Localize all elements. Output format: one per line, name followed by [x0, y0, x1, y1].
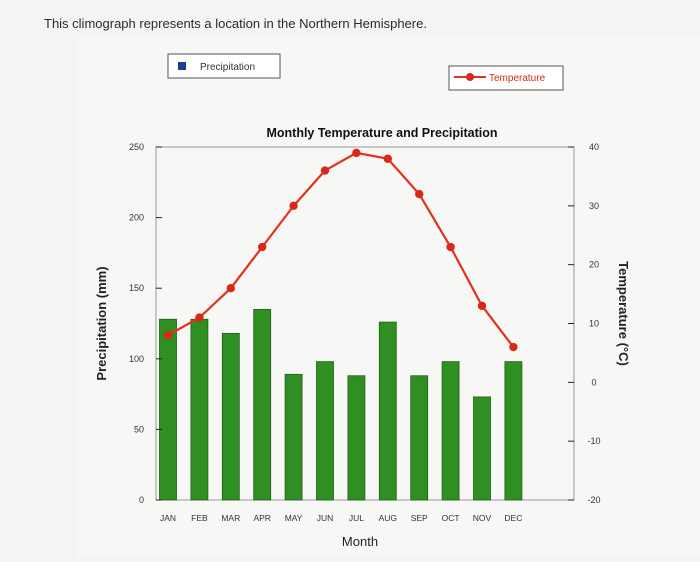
right-tick-label: 20	[589, 260, 599, 270]
left-tick-label: 200	[129, 213, 144, 223]
right-axis-ticks: -20 -10 0 10 20 30 40	[568, 142, 601, 505]
month-label-jan: JAN	[160, 513, 176, 523]
legend-swatch-temperature-point	[466, 73, 474, 81]
precipitation-bar-mar	[221, 332, 240, 501]
month-label-may: MAY	[285, 513, 303, 523]
temperature-point-mar	[226, 284, 235, 293]
precipitation-bar-jan	[159, 318, 177, 501]
month-label-oct: OCT	[442, 513, 460, 523]
temperature-point-aug	[383, 154, 392, 163]
temperature-point-oct	[446, 242, 455, 252]
chart-title: Monthly Temperature and Precipitation	[266, 126, 497, 140]
left-tick-label: 100	[129, 354, 144, 364]
temperature-point-jun	[320, 166, 330, 175]
left-tick-label: 0	[139, 495, 144, 505]
plot-area	[155, 146, 575, 501]
right-tick-label: 30	[589, 201, 599, 211]
left-tick-label: 50	[134, 424, 144, 434]
precipitation-bar-oct	[441, 361, 460, 501]
month-label-aug: AUG	[379, 513, 397, 523]
left-tick-label: 150	[129, 283, 144, 293]
legend-item-temperature: Temperature	[448, 65, 564, 91]
right-tick-label: -10	[587, 436, 600, 446]
right-tick-label: -20	[587, 495, 600, 505]
left-tick-label: 250	[129, 142, 144, 152]
month-label-nov: NOV	[473, 513, 492, 523]
temperature-point-sep	[415, 189, 424, 199]
temperature-point-jan	[163, 331, 173, 340]
precipitation-bar-sep	[410, 375, 429, 501]
temperature-point-feb	[195, 313, 204, 322]
climograph-chart: Precipitation Temperature Monthly Temper…	[94, 53, 631, 549]
precipitation-bar-nov	[473, 396, 491, 501]
precipitation-bar-may	[284, 373, 303, 501]
precipitation-bar-dec	[504, 361, 523, 501]
left-axis-ticks: 0 50 100 150 200 250	[129, 142, 162, 505]
precipitation-bar-jul	[347, 375, 366, 501]
month-label-jul: JUL	[349, 513, 364, 523]
temperature-point-jul	[352, 148, 361, 158]
precipitation-bar-apr	[253, 308, 272, 501]
month-label-mar: MAR	[221, 513, 240, 523]
precipitation-bar-feb	[190, 318, 209, 501]
temperature-line	[167, 151, 515, 348]
legend: Precipitation Temperature	[167, 53, 564, 91]
legend-label-precipitation: Precipitation	[200, 62, 255, 73]
month-label-dec: DEC	[504, 513, 522, 523]
month-label-apr: APR	[253, 513, 270, 523]
precipitation-bar-aug	[378, 321, 397, 501]
left-axis-label: Precipitation (mm)	[94, 266, 109, 380]
precipitation-bar-jun	[316, 361, 334, 501]
legend-swatch-precipitation	[178, 62, 186, 70]
month-label-jun: JUN	[317, 513, 334, 523]
month-label-sep: SEP	[411, 513, 428, 523]
right-tick-label: 40	[589, 142, 599, 152]
question-text: This climograph represents a location in…	[44, 16, 427, 31]
month-axis-label: Month	[342, 534, 378, 549]
legend-item-precipitation: Precipitation	[167, 53, 281, 79]
temperature-point-apr	[258, 242, 267, 252]
temperature-point-nov	[477, 301, 487, 311]
legend-label-temperature: Temperature	[489, 73, 546, 84]
right-tick-label: 0	[591, 377, 596, 387]
temperature-point-dec	[509, 342, 518, 352]
right-tick-label: 10	[589, 319, 599, 329]
right-axis-label: Temperature (°C)	[616, 261, 631, 366]
month-label-feb: FEB	[191, 513, 208, 523]
climograph-figure: Precipitation Temperature Monthly Temper…	[76, 38, 700, 557]
temperature-point-may	[289, 201, 298, 211]
month-axis-ticks: JAN FEB MAR APR MAY JUN JUL AUG SEP OCT NOV DEC	[160, 513, 522, 523]
